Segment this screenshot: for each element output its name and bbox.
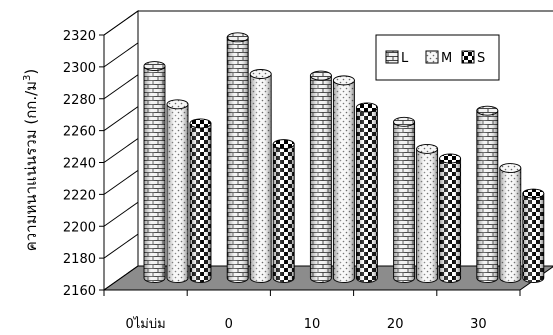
legend-swatch-L <box>385 50 399 64</box>
bar-L-2 <box>309 70 332 283</box>
bar-M-3 <box>416 143 439 283</box>
bar-S-1 <box>272 139 295 283</box>
legend-swatch-S <box>461 50 475 64</box>
y-axis-title: ความหนาแน่นรวม (กก./ม3) <box>22 69 40 252</box>
x-tick-label: 10 <box>304 317 321 332</box>
y-tick-label: 2200 <box>63 220 96 235</box>
legend-label-L: L <box>401 51 409 66</box>
y-tick-label: 2220 <box>63 188 96 203</box>
bar-S-3 <box>439 153 462 283</box>
bar-L-1 <box>226 32 249 283</box>
y-tick-label: 2160 <box>63 284 96 299</box>
y-tick-depth <box>103 201 139 227</box>
x-tick-label: 0ไม่บ่ม <box>125 316 165 332</box>
y-tick-depth <box>103 42 139 68</box>
bar-L-3 <box>393 116 416 283</box>
legend-swatch-M <box>425 50 439 64</box>
y-tick-label: 2280 <box>63 93 96 108</box>
y-tick-depth <box>103 265 139 291</box>
bar-M-0 <box>166 99 189 283</box>
y-tick-depth <box>103 106 139 132</box>
legend-label-S: S <box>477 51 485 66</box>
y-tick-depth <box>103 74 139 100</box>
y-tick-depth <box>103 138 139 163</box>
bar-L-4 <box>476 105 499 283</box>
bar-M-1 <box>249 69 272 283</box>
bars <box>143 32 545 283</box>
x-axis: 0ไม่บ่ม 0 10 20 30 <box>103 289 521 332</box>
legend-label-M: M <box>441 51 452 66</box>
y-tick-label: 2260 <box>63 125 96 140</box>
bar-S-2 <box>355 102 378 283</box>
y-tick-label: 2240 <box>63 157 96 172</box>
bar-M-4 <box>499 163 522 283</box>
y-tick-label: 2320 <box>63 29 96 44</box>
x-tick-label: 20 <box>387 317 404 332</box>
bar-S-0 <box>189 118 212 283</box>
bar-M-2 <box>332 75 355 283</box>
bar-S-4 <box>522 188 545 283</box>
x-tick-label: 0 <box>225 317 233 332</box>
y-tick-label: 2180 <box>63 252 96 267</box>
y-tick-depth <box>103 169 139 195</box>
y-tick-depth <box>103 10 139 36</box>
y-axis: 2160 2180 2200 2220 2240 2260 2280 2300 2320 <box>63 10 139 299</box>
y-tick-depth <box>103 233 139 259</box>
y-tick-label: 2300 <box>63 61 96 76</box>
bar-L-0 <box>143 61 166 283</box>
x-tick-label: 30 <box>470 317 487 332</box>
